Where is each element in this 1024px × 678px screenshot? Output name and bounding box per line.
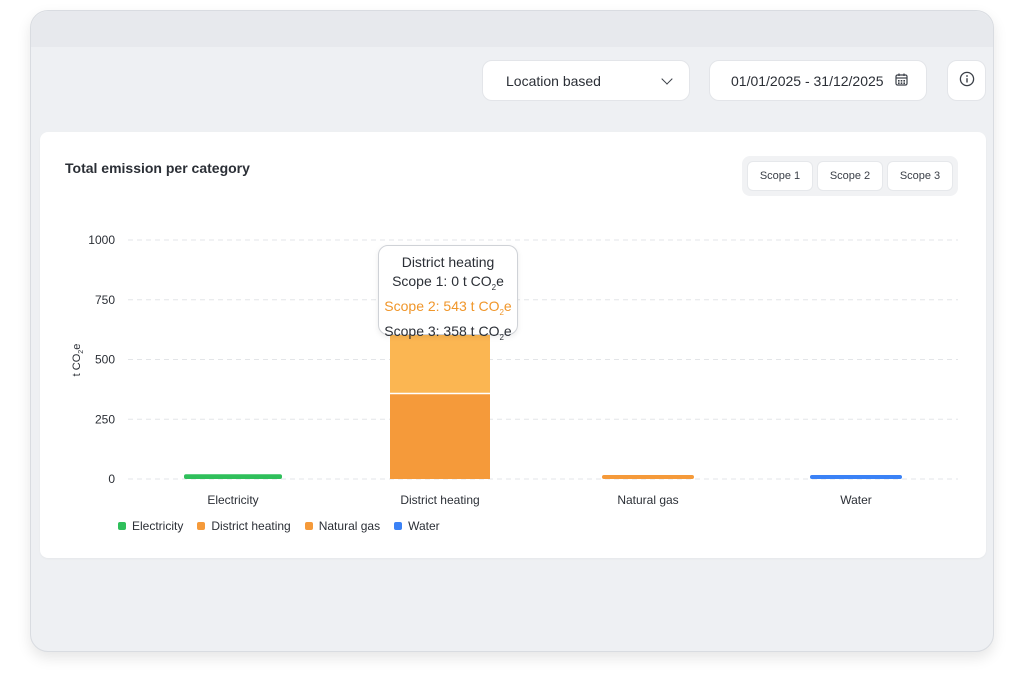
scope-1-button[interactable]: Scope 1 <box>747 161 813 191</box>
bar-electricity-scope-2[interactable] <box>184 474 282 479</box>
calendar-icon <box>895 73 908 89</box>
x-tick-label: Natural gas <box>617 493 678 507</box>
card-title: Total emission per category <box>65 160 250 176</box>
tooltip-suffix: e <box>503 322 512 339</box>
tooltip-title: District heating <box>401 254 495 270</box>
legend-swatch <box>197 522 206 530</box>
y-tick-label: 500 <box>95 353 115 367</box>
y-tick-label: 0 <box>108 472 115 486</box>
tooltip-scope-1-text: Scope 1: 0 t CO <box>392 273 492 289</box>
chevron-down-icon <box>661 72 673 85</box>
tooltip-scope-2-text: Scope 2: 543 t CO <box>384 297 500 314</box>
x-tick-label: Water <box>840 493 872 507</box>
tooltip-scope-3: Scope 3: 358 t CO2e <box>379 322 517 347</box>
bar-district-heating-scope-3[interactable] <box>390 393 490 479</box>
date-range-picker[interactable]: 01/01/2025 - 31/12/2025 <box>709 60 927 101</box>
chart-tooltip: District heating Scope 1: 0 t CO2e Scope… <box>378 245 518 341</box>
legend-label: Water <box>408 519 440 533</box>
x-axis-ticks: Electricity District heating Natural gas Wa… <box>207 493 871 507</box>
x-tick-label: Electricity <box>207 493 258 507</box>
scope-toggle-group: Scope 1 Scope 2 Scope 3 <box>742 156 958 196</box>
y-axis-label-end: e <box>71 344 83 350</box>
dropdown-value: Location based <box>506 72 601 89</box>
tooltip-suffix: e <box>496 273 504 289</box>
calculation-method-dropdown[interactable]: Location based <box>482 60 690 101</box>
legend-item-water[interactable]: Water <box>394 519 440 533</box>
legend-label: District heating <box>211 519 291 533</box>
tooltip-scope-2: Scope 2: 543 t CO2e <box>379 297 517 322</box>
emission-chart-card: Total emission per category Scope 1 Scop… <box>40 132 986 558</box>
legend-swatch <box>394 522 403 530</box>
y-tick-label: 250 <box>95 412 115 426</box>
legend-swatch <box>118 522 126 530</box>
tooltip-suffix: e <box>503 297 512 314</box>
scope-3-button[interactable]: Scope 3 <box>887 161 953 191</box>
y-axis-ticks: 0 250 500 750 1000 <box>88 233 115 486</box>
bar-water-scope-2[interactable] <box>810 475 902 479</box>
y-tick-label: 750 <box>95 293 115 307</box>
tooltip-sub: 2 <box>499 332 504 342</box>
chart-bars <box>184 263 902 479</box>
legend-label: Natural gas <box>318 519 381 533</box>
tooltip-scope-1: Scope 1: 0 t CO2e <box>379 272 517 297</box>
legend-item-electricity[interactable]: Electricity <box>118 519 183 533</box>
bar-natural-gas-scope-1[interactable] <box>602 475 694 479</box>
y-axis-label-sub: 2 <box>78 350 85 354</box>
y-tick-label: 1000 <box>88 233 115 247</box>
y-axis-label-main: t CO <box>71 353 83 376</box>
tooltip-sub: 2 <box>491 282 497 292</box>
chart-grid <box>128 239 958 480</box>
x-tick-label: District heating <box>400 493 479 507</box>
app-window: Location based 01/01/2025 - 31/12/2025 <box>30 10 994 652</box>
date-range-value: 01/01/2025 - 31/12/2025 <box>731 72 884 89</box>
info-button[interactable] <box>947 60 986 101</box>
legend-item-natural-gas[interactable]: Natural gas <box>304 519 381 533</box>
y-axis-label: t CO2e <box>71 344 85 377</box>
tooltip-scope-3-text: Scope 3: 358 t CO <box>384 322 500 339</box>
legend-swatch <box>304 522 313 530</box>
legend-label: Electricity <box>132 519 184 533</box>
scope-2-button[interactable]: Scope 2 <box>817 161 883 191</box>
info-icon <box>959 71 975 90</box>
chart-legend: Electricity District heating Natural gas… <box>118 519 454 533</box>
legend-item-district-heating[interactable]: District heating <box>197 519 291 533</box>
tooltip-sub: 2 <box>499 307 504 317</box>
